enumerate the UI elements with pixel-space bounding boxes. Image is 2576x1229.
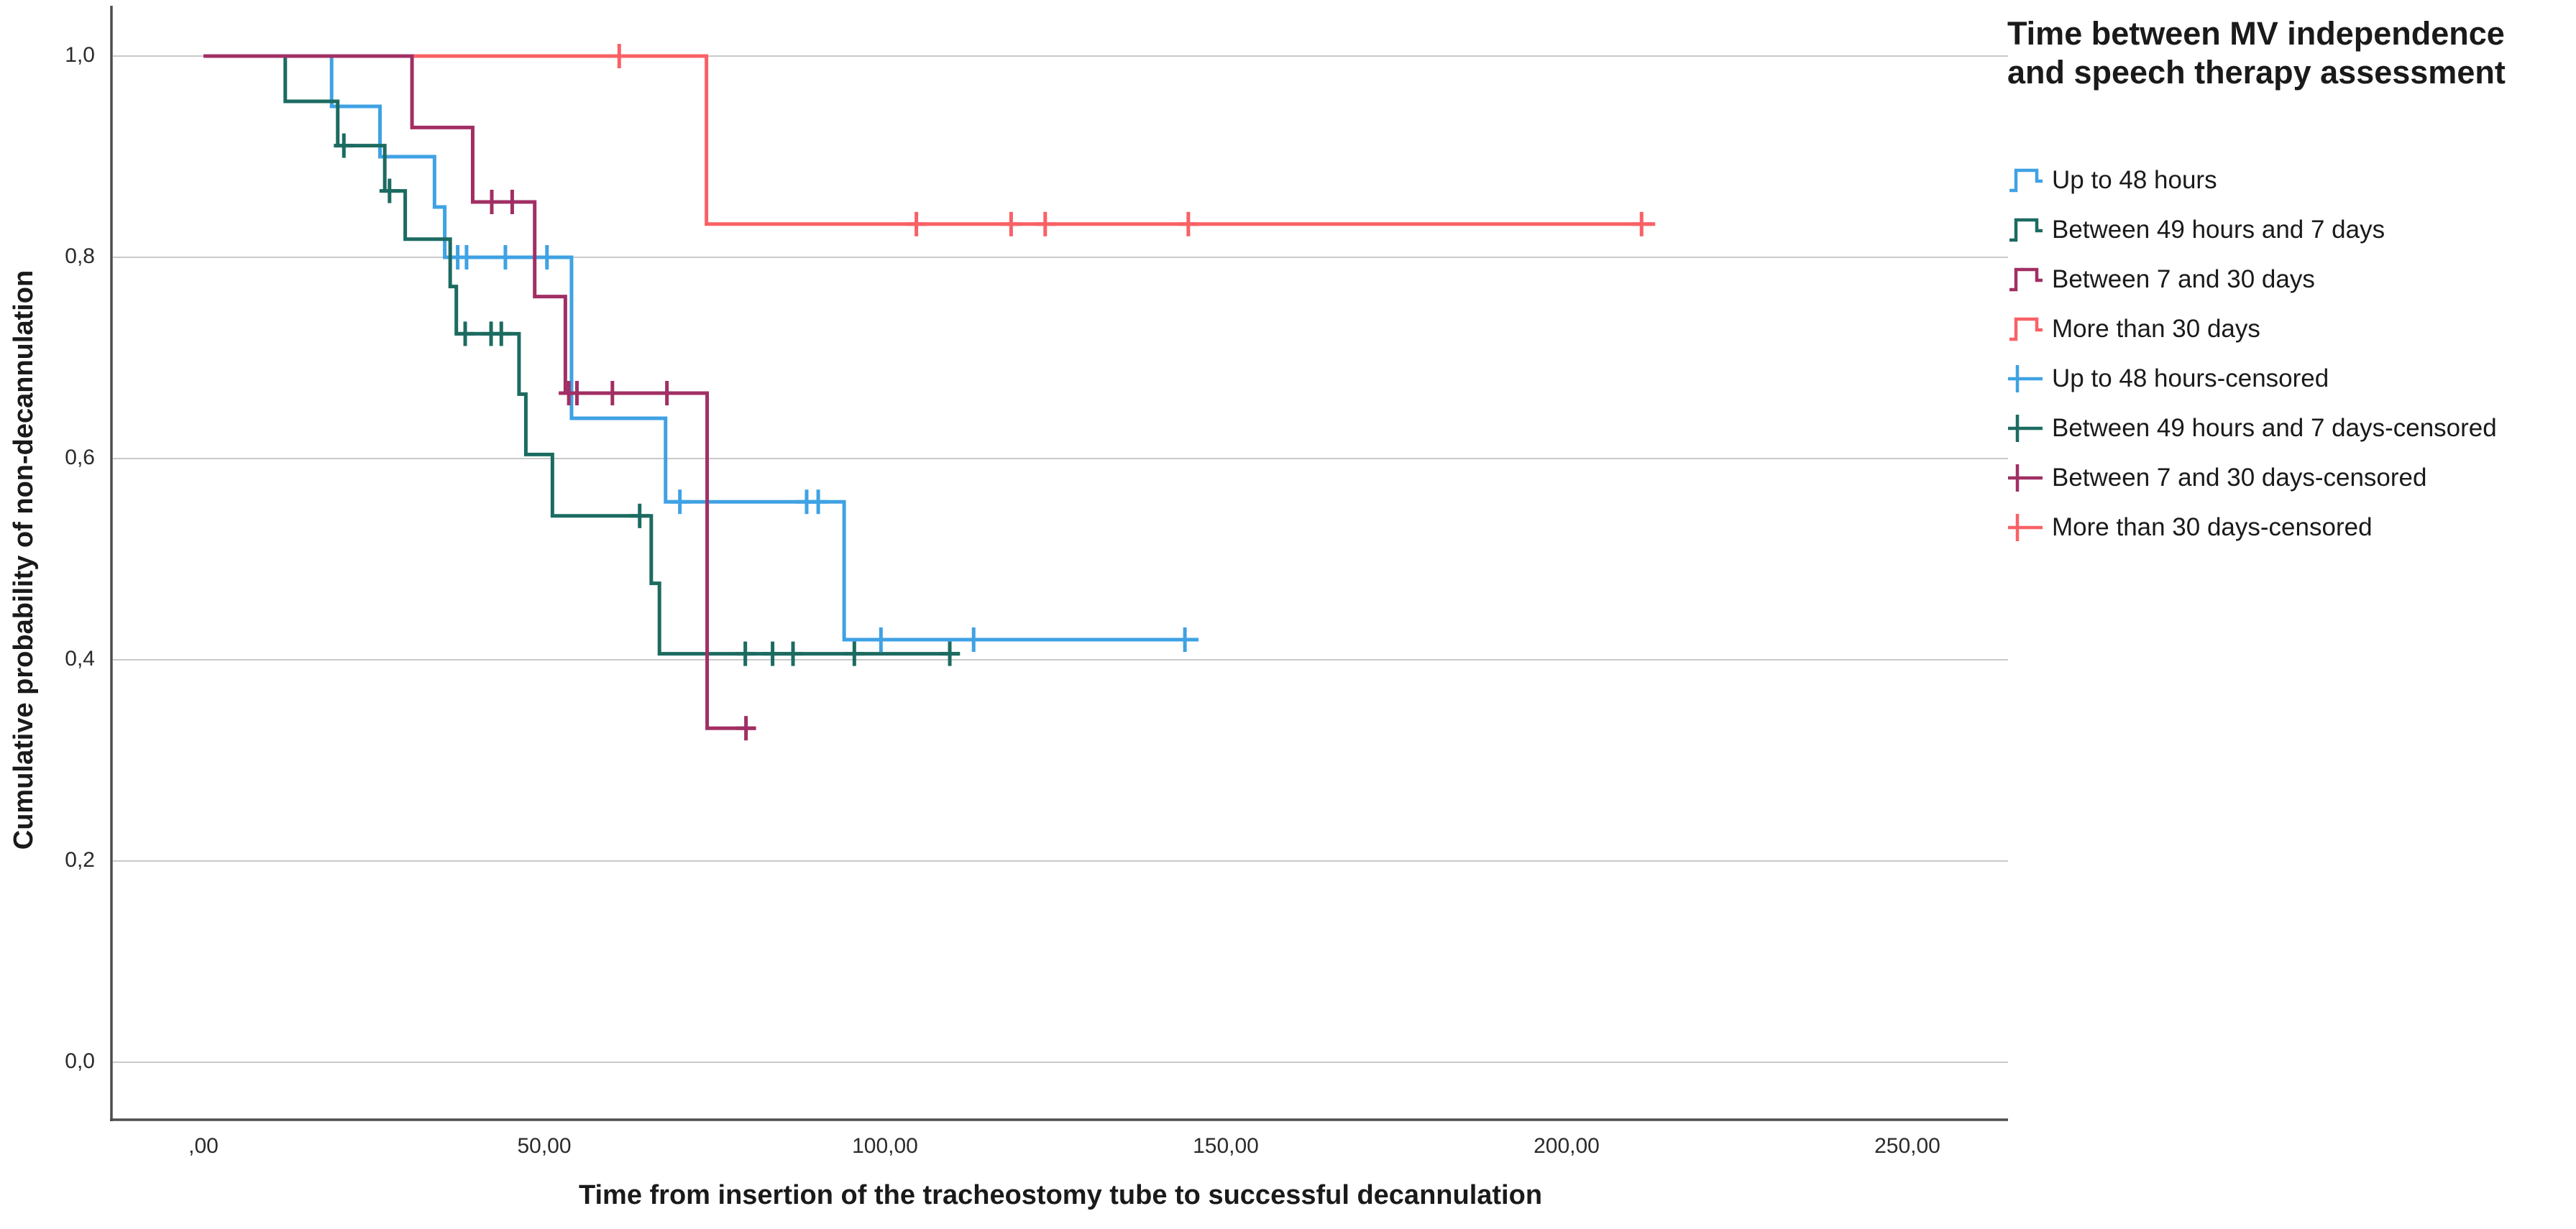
legend-item-label: Between 49 hours and 7 days [2052, 215, 2385, 244]
curve-between-7-and-30-days [203, 54, 756, 730]
x-tick-label-,00: ,00 [188, 1134, 219, 1158]
censor-cross-icon [2008, 414, 2043, 442]
censor-cross-icon [2008, 513, 2043, 541]
legend-item-label: Between 7 and 30 days-censored [2052, 463, 2427, 492]
legend-items: Up to 48 hours Between 49 hours and 7 day… [2007, 155, 2576, 552]
y-tick-label-0,6: 0,6 [65, 446, 95, 469]
y-tick-label-0,8: 0,8 [65, 244, 95, 268]
x-tick-label-200,00: 200,00 [1534, 1134, 1600, 1158]
legend-item: Between 49 hours and 7 days [2007, 205, 2576, 254]
y-tick-label-0,0: 0,0 [65, 1049, 95, 1073]
step-line-icon [2009, 168, 2043, 192]
legend-item: More than 30 days-censored [2007, 502, 2576, 552]
curve-more-than-30-days [203, 54, 1656, 226]
legend-item-label: More than 30 days [2052, 314, 2260, 343]
step-line-icon [2009, 317, 2043, 341]
x-tick-label-150,00: 150,00 [1193, 1134, 1259, 1158]
legend-item: Up to 48 hours-censored [2007, 354, 2576, 403]
legend-item-label: Between 7 and 30 days [2052, 264, 2315, 293]
legend-item: Between 7 and 30 days-censored [2007, 453, 2576, 502]
censor-cross-icon [2008, 364, 2043, 392]
legend-item: Between 7 and 30 days [2007, 254, 2576, 304]
x-axis-title: Time from insertion of the tracheostomy … [578, 1180, 1543, 1210]
legend-item-label: Up to 48 hours-censored [2052, 364, 2329, 392]
censor-cross-icon [2008, 464, 2043, 492]
y-tick-label-1,0: 1,0 [65, 43, 95, 67]
y-tick-label-0,4: 0,4 [65, 647, 95, 671]
legend-item-label: Between 49 hours and 7 days-censored [2052, 413, 2497, 442]
step-line-icon [2009, 267, 2043, 291]
curve-between-49-hours-and-7-days [203, 54, 961, 656]
legend-title: Time between MV independence and speech … [2007, 15, 2506, 91]
step-line-icon [2009, 218, 2043, 241]
legend-item-label: Up to 48 hours [2052, 165, 2217, 194]
legend-item: Up to 48 hours [2007, 155, 2576, 205]
y-axis-title: Cumulative probability of non-decannulat… [9, 270, 39, 850]
curve-up-to-48-hours [203, 54, 1199, 642]
x-tick-label-50,00: 50,00 [517, 1134, 572, 1158]
legend-item: Between 49 hours and 7 days-censored [2007, 403, 2576, 453]
legend-item: More than 30 days [2007, 304, 2576, 354]
legend: Time between MV independence and speech … [2007, 14, 2576, 552]
x-tick-label-100,00: 100,00 [852, 1134, 918, 1158]
legend-item-label: More than 30 days-censored [2052, 512, 2373, 541]
y-tick-label-0,2: 0,2 [65, 848, 95, 872]
x-tick-label-250,00: 250,00 [1874, 1134, 1940, 1158]
